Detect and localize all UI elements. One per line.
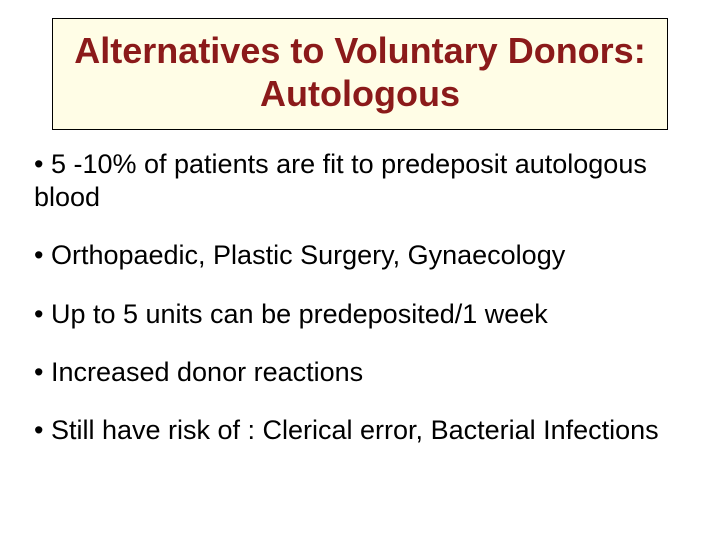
slide-container: Alternatives to Voluntary Donors: Autolo… (0, 0, 720, 540)
bullet-item: • Increased donor reactions (34, 356, 682, 388)
bullet-item: • Up to 5 units can be predeposited/1 we… (34, 298, 682, 330)
bullet-list: • 5 -10% of patients are fit to predepos… (28, 148, 692, 446)
bullet-item: • 5 -10% of patients are fit to predepos… (34, 148, 682, 213)
bullet-item: • Still have risk of : Clerical error, B… (34, 414, 682, 446)
bullet-item: • Orthopaedic, Plastic Surgery, Gynaecol… (34, 239, 682, 271)
title-box: Alternatives to Voluntary Donors: Autolo… (52, 18, 668, 130)
slide-title: Alternatives to Voluntary Donors: Autolo… (69, 29, 651, 115)
